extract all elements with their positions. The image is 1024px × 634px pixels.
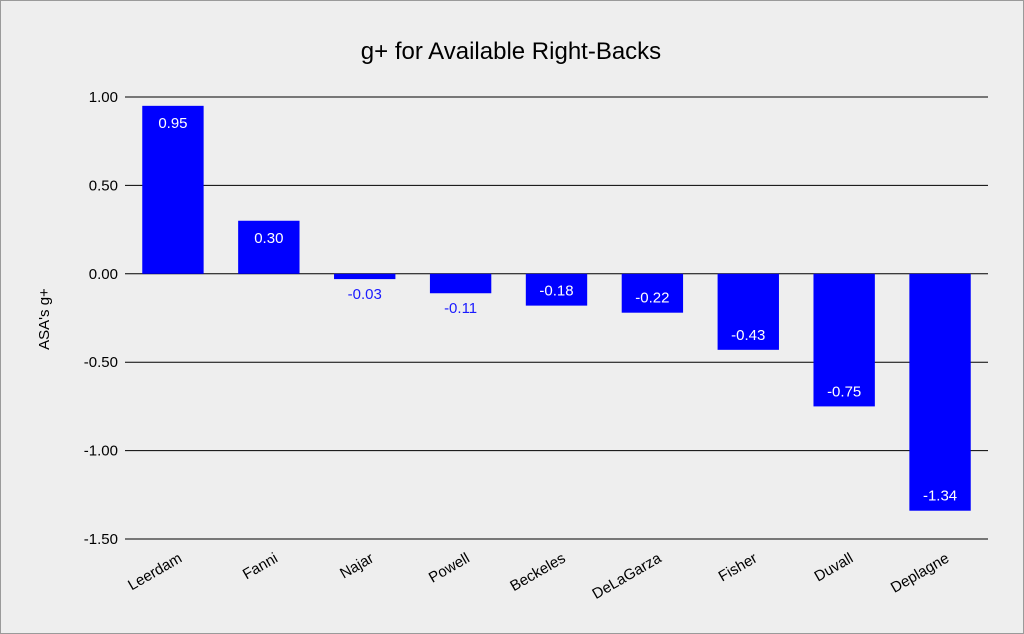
bar: [429, 273, 492, 294]
x-category-label: Fisher: [716, 550, 761, 586]
data-label: -0.22: [635, 290, 669, 307]
y-tick-label: 0.50: [89, 177, 118, 194]
x-category-label: Deplagne: [888, 550, 952, 597]
x-category-label: DeLaGarza: [589, 549, 664, 602]
y-axis-label: ASA's g+: [36, 288, 53, 350]
bar: [238, 220, 300, 274]
x-category-label: Fanni: [240, 550, 281, 583]
chart-title: g+ for Available Right-Backs: [361, 38, 661, 65]
data-label: 0.30: [254, 230, 283, 247]
y-axis-ticks: 1.00 0.50 0.00 -0.50 -1.00 -1.50: [84, 89, 118, 548]
y-tick-label: -1.50: [84, 531, 118, 548]
data-label: 0.95: [158, 115, 187, 132]
data-label: -0.03: [348, 286, 382, 303]
data-label: -0.18: [539, 283, 573, 300]
data-label: -0.11: [444, 300, 477, 317]
bar: [334, 273, 396, 280]
bar: [525, 273, 588, 306]
x-axis-categories: Leerdam Fanni Najar Powell Beckeles DeLaGarza…: [125, 549, 952, 602]
bar: [909, 273, 971, 511]
data-label: -1.34: [923, 488, 957, 505]
x-category-label: Powell: [426, 550, 473, 587]
data-label: -0.75: [827, 383, 861, 400]
bar: [813, 273, 875, 407]
y-tick-label: -1.00: [84, 443, 118, 460]
bar: [142, 105, 204, 274]
x-category-label: Leerdam: [125, 550, 185, 594]
x-category-label: Duvall: [812, 550, 857, 586]
data-label: -0.43: [731, 327, 765, 344]
x-category-label: Beckeles: [507, 550, 568, 595]
bar: [717, 273, 779, 350]
y-tick-label: 0.00: [89, 266, 118, 283]
data-labels: 0.95 0.30 -0.03 -0.11 -0.18 -0.22 -0.43 -0.75 -1…: [158, 115, 957, 505]
y-tick-label: 1.00: [89, 89, 118, 106]
bar: [621, 273, 684, 313]
bars: [142, 105, 971, 511]
y-tick-label: -0.50: [84, 354, 118, 371]
x-category-label: Najar: [337, 550, 377, 583]
